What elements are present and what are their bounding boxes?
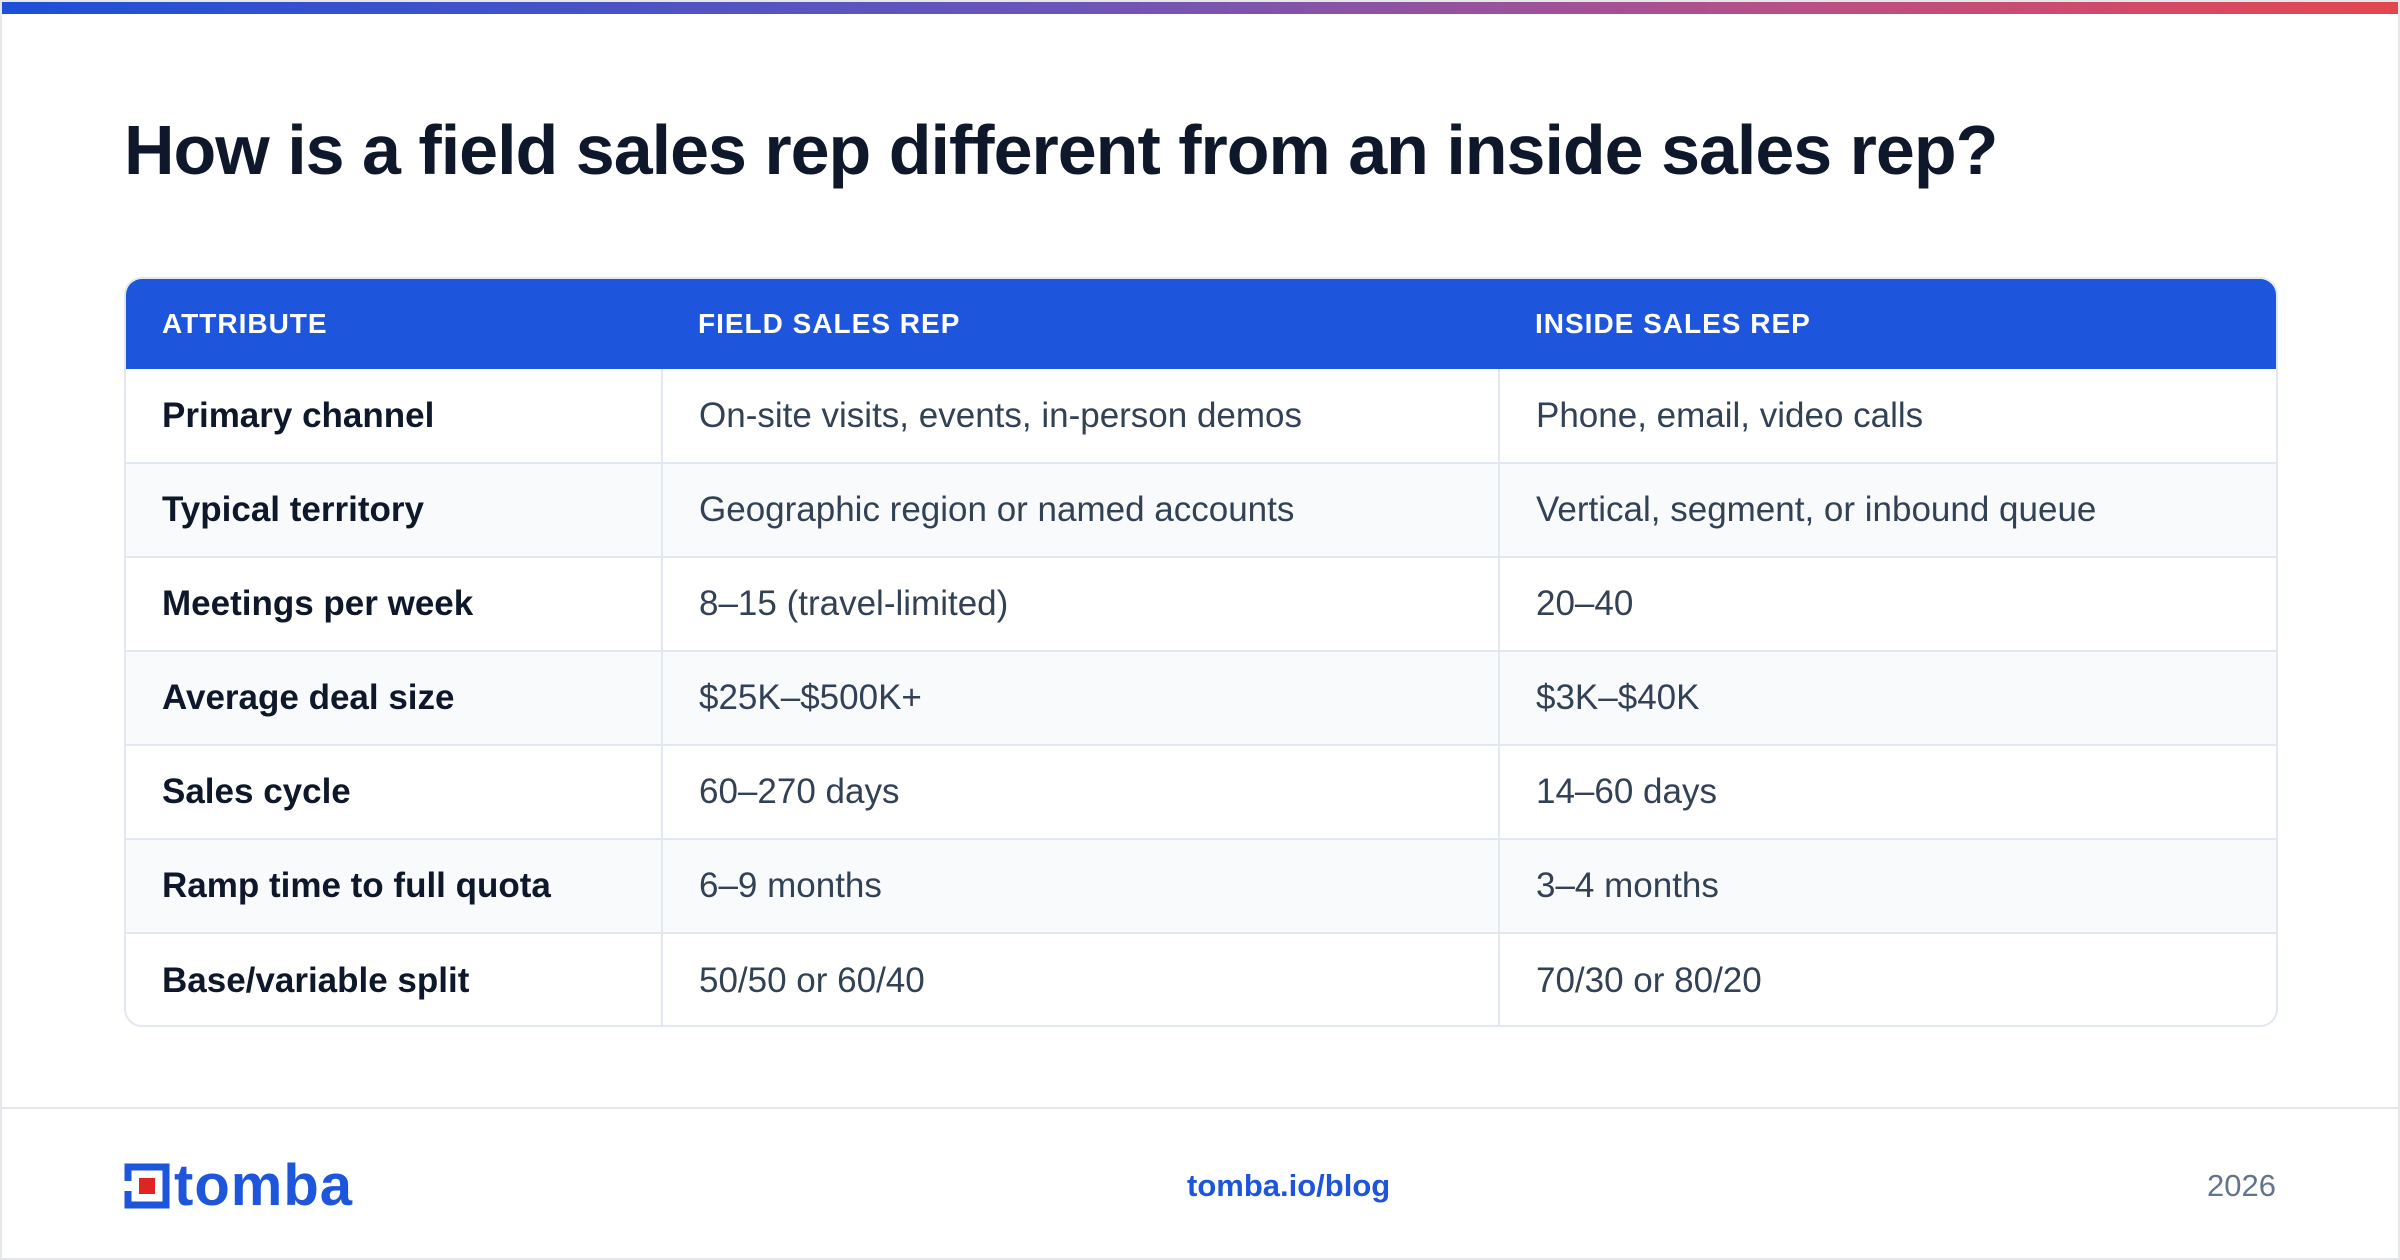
comparison-table: ATTRIBUTE FIELD SALES REP INSIDE SALES R… <box>126 279 2276 1025</box>
attribute-cell: Base/variable split <box>162 960 470 1000</box>
field-sales-cell: On-site visits, events, in-person demos <box>661 369 1499 463</box>
inside-sales-cell: $3K–$40K <box>1498 651 2276 745</box>
header-field-sales-rep: FIELD SALES REP <box>698 308 961 339</box>
logo-wordmark: tomba <box>174 1153 353 1218</box>
attribute-cell: Typical territory <box>162 490 424 529</box>
table-row: Ramp time to full quota 6–9 months 3–4 m… <box>126 839 2276 933</box>
field-sales-cell: 8–15 (travel-limited) <box>661 557 1499 651</box>
field-sales-cell: Geographic region or named accounts <box>661 463 1499 557</box>
attribute-cell: Meetings per week <box>162 584 474 623</box>
attribute-cell: Average deal size <box>162 678 455 717</box>
table-header-row: ATTRIBUTE FIELD SALES REP INSIDE SALES R… <box>126 279 2276 369</box>
comparison-table-container: ATTRIBUTE FIELD SALES REP INSIDE SALES R… <box>124 277 2278 1027</box>
header-attribute: ATTRIBUTE <box>162 308 328 339</box>
attribute-cell: Ramp time to full quota <box>162 866 551 905</box>
tomba-logo: tomba <box>124 1153 353 1218</box>
field-sales-cell: 60–270 days <box>661 745 1499 839</box>
field-sales-cell: 6–9 months <box>661 839 1499 933</box>
table-row: Sales cycle 60–270 days 14–60 days <box>126 745 2276 839</box>
inside-sales-cell: 3–4 months <box>1498 839 2276 933</box>
footer-year: 2026 <box>2207 1168 2276 1203</box>
inside-sales-cell: 70/30 or 80/20 <box>1498 933 2276 1025</box>
field-sales-cell: 50/50 or 60/40 <box>661 933 1499 1025</box>
field-sales-cell: $25K–$500K+ <box>661 651 1499 745</box>
gradient-top-bar <box>2 2 2398 14</box>
table-row: Primary channel On-site visits, events, … <box>126 369 2276 463</box>
attribute-cell: Primary channel <box>162 395 435 435</box>
table-row: Meetings per week 8–15 (travel-limited) … <box>126 557 2276 651</box>
attribute-cell: Sales cycle <box>162 772 351 811</box>
footer-divider <box>2 1107 2398 1109</box>
table-row: Typical territory Geographic region or n… <box>126 463 2276 557</box>
inside-sales-cell: Vertical, segment, or inbound queue <box>1498 463 2276 557</box>
inside-sales-cell: 14–60 days <box>1498 745 2276 839</box>
table-row: Base/variable split 50/50 or 60/40 70/30… <box>126 933 2276 1025</box>
header-inside-sales-rep: INSIDE SALES REP <box>1535 308 1811 339</box>
table-row: Average deal size $25K–$500K+ $3K–$40K <box>126 651 2276 745</box>
blog-link[interactable]: tomba.io/blog <box>1187 1168 1391 1203</box>
inside-sales-cell: 20–40 <box>1498 557 2276 651</box>
page-title: How is a field sales rep different from … <box>124 111 1998 189</box>
inside-sales-cell: Phone, email, video calls <box>1498 369 2276 463</box>
tomba-logo-icon <box>124 1163 170 1209</box>
